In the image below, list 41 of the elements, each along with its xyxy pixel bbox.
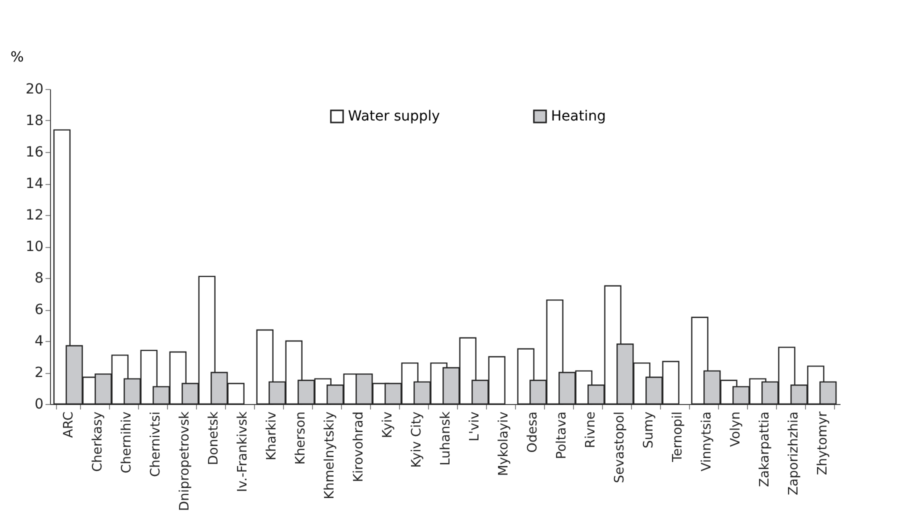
x-tick-label: Zhytomyr bbox=[815, 410, 830, 476]
y-axis-title: % bbox=[10, 50, 24, 66]
x-tick-label: Poltava bbox=[554, 412, 570, 460]
y-tick-label: 10 bbox=[26, 239, 44, 255]
x-tick-label: Rivne bbox=[583, 412, 598, 448]
y-tick-label: 20 bbox=[26, 82, 44, 98]
y-tick-label: 14 bbox=[26, 176, 44, 192]
y-tick-label: 16 bbox=[26, 144, 44, 160]
x-tick-label: Chernivtsi bbox=[148, 412, 164, 477]
x-tick-label: Ternopil bbox=[670, 412, 686, 464]
x-tick-label: Donetsk bbox=[206, 411, 222, 466]
y-tick-label: 4 bbox=[34, 334, 44, 350]
y-tick-label: 2 bbox=[34, 365, 44, 381]
x-tick-label: Odesa bbox=[525, 412, 540, 453]
x-tick-label: Sumy bbox=[641, 411, 656, 448]
x-tick-label: Volyn bbox=[728, 412, 744, 447]
y-tick-label: 12 bbox=[26, 208, 44, 224]
legend-label: Water supply bbox=[348, 108, 440, 124]
x-tick-label: Vinnytsia bbox=[699, 412, 714, 472]
x-tick-label: Luhansk bbox=[438, 411, 454, 466]
y-tick-label: 6 bbox=[34, 302, 44, 318]
x-tick-label: Kharkiv bbox=[264, 411, 280, 460]
x-tick-label: Cherkasy bbox=[90, 411, 106, 472]
x-tick-label: ARC bbox=[62, 412, 77, 438]
x-tick-label: Zaporizhzhia bbox=[786, 412, 802, 496]
legend-label: Heating bbox=[551, 108, 606, 124]
x-tick-label: L'viv bbox=[467, 411, 482, 442]
x-tick-label: Iv.-Frankivsk bbox=[236, 411, 251, 492]
x-tick-label: Dnipropetrovsk bbox=[178, 411, 193, 511]
y-tick-label: 0 bbox=[34, 396, 44, 412]
x-tick-label: Kyiv City bbox=[410, 411, 425, 468]
x-tick-label: Zakarpattia bbox=[757, 412, 772, 487]
x-tick-label: Sevastopol bbox=[612, 412, 628, 484]
y-tick-label: 18 bbox=[26, 113, 44, 129]
x-tick-label: Kherson bbox=[294, 412, 309, 465]
x-tick-label: Chernihiv bbox=[120, 411, 135, 474]
x-tick-label: Kyiv bbox=[380, 411, 396, 438]
x-tick-label: Khmelnytskiy bbox=[322, 411, 338, 500]
y-tick-label: 8 bbox=[34, 270, 44, 286]
x-tick-label: Mykolayiv bbox=[496, 411, 512, 476]
x-tick-label: Kirovohrad bbox=[352, 412, 367, 482]
